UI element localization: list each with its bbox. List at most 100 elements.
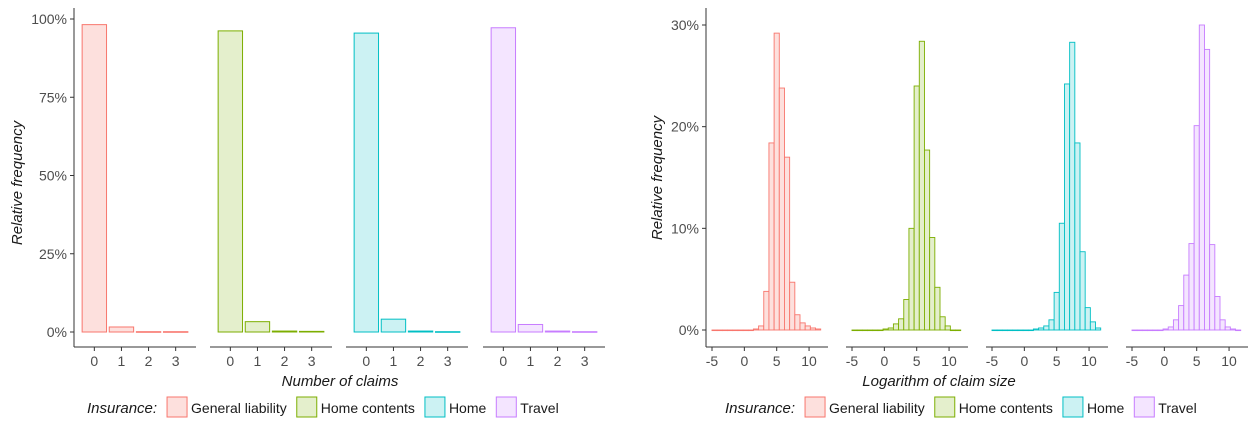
bar xyxy=(353,32,380,333)
histogram-bar xyxy=(789,281,796,331)
legend-swatch xyxy=(804,396,826,418)
histogram-bar xyxy=(815,328,822,331)
histogram-bar xyxy=(1089,321,1096,331)
x-tick-label: -5 xyxy=(1126,353,1139,369)
histogram-bar xyxy=(872,329,879,332)
histogram-bar xyxy=(773,32,780,331)
histogram-bar xyxy=(1095,327,1102,331)
x-tick-label: 10 xyxy=(801,353,817,369)
y-tick-label: 25% xyxy=(39,246,67,262)
histogram-bar xyxy=(924,149,931,331)
histogram-bar xyxy=(1064,83,1071,331)
bar xyxy=(490,27,517,333)
bar xyxy=(571,331,598,333)
histogram-bar xyxy=(1198,24,1205,331)
x-tick-label: 1 xyxy=(390,353,398,369)
x-tick-label: 0 xyxy=(740,353,748,369)
histogram-bar xyxy=(867,329,874,332)
x-tick-label: 3 xyxy=(308,353,316,369)
histogram-bar xyxy=(955,329,962,332)
histogram-bar xyxy=(1022,329,1029,332)
legend-label: Home xyxy=(449,400,487,416)
legend-label: General liability xyxy=(191,400,287,416)
histogram-bar xyxy=(1053,291,1060,331)
histogram-bar xyxy=(1074,142,1081,331)
histogram-bar xyxy=(742,329,749,332)
histogram-bar xyxy=(794,314,801,331)
histogram-bar xyxy=(887,327,894,331)
legend-swatch xyxy=(296,396,318,418)
histogram-bar xyxy=(856,329,863,332)
bar xyxy=(81,24,108,333)
histogram-bar xyxy=(1038,327,1045,331)
y-axis-title: Relative frequency xyxy=(9,119,26,245)
histogram-bar xyxy=(1136,329,1143,332)
x-tick-label: 10 xyxy=(941,353,957,369)
histogram-bar xyxy=(996,329,1003,332)
histogram-bar xyxy=(898,318,905,331)
x-tick-label: 3 xyxy=(444,353,452,369)
legend-label: Home contents xyxy=(321,400,415,416)
x-tick-label: 2 xyxy=(554,353,562,369)
claim-size-chart: 0% 10% 20% 30% Relative frequency -5 0 5 10 -5 0 5 1… xyxy=(649,8,1248,390)
histogram-bar xyxy=(1167,326,1174,331)
y-tick-label: 100% xyxy=(31,11,67,27)
histogram-bar xyxy=(1079,251,1086,331)
histogram-bar xyxy=(804,325,811,331)
x-tick-label: 1 xyxy=(254,353,262,369)
histogram-bar xyxy=(1043,325,1050,331)
y-tick-label: 10% xyxy=(671,220,699,236)
histogram-bar xyxy=(1172,319,1180,331)
histogram-bar xyxy=(1069,41,1076,331)
histogram-bar xyxy=(1235,329,1242,332)
x-tick-label: 0 xyxy=(499,353,507,369)
histogram-bar xyxy=(716,329,723,332)
histogram-bar xyxy=(727,329,734,332)
histogram-bar xyxy=(1183,274,1190,331)
x-tick-label: 0 xyxy=(1020,353,1028,369)
x-tick-label: 0 xyxy=(226,353,234,369)
claims-count-chart: 0% 25% 50% 75% 100% Relative frequency 0 1 2 3 0 1 2… xyxy=(9,8,605,390)
histogram-bar xyxy=(892,323,900,331)
histogram-bar xyxy=(732,329,739,332)
histogram-bar xyxy=(1027,329,1034,332)
histogram-bar xyxy=(1193,125,1200,331)
histogram-bar xyxy=(918,40,925,331)
histogram-bar xyxy=(778,87,785,331)
x-tick-label: 0 xyxy=(362,353,370,369)
bar xyxy=(217,30,244,333)
x-tick-label: 2 xyxy=(281,353,289,369)
histogram-bar xyxy=(882,328,889,331)
legend-label: Travel xyxy=(520,400,558,416)
x-tick-label: 5 xyxy=(1053,353,1061,369)
bar xyxy=(135,331,162,333)
histogram-bar xyxy=(949,329,956,332)
x-tick-label: 10 xyxy=(1081,353,1097,369)
bar xyxy=(380,318,407,333)
histogram-bar xyxy=(908,227,915,331)
histogram-bar xyxy=(1032,328,1040,331)
y-tick-label: 75% xyxy=(39,89,67,105)
histogram-bar xyxy=(1001,329,1008,332)
bar xyxy=(108,326,135,333)
histogram-bar xyxy=(1157,329,1164,332)
x-tick-label: 3 xyxy=(172,353,180,369)
histogram-bar xyxy=(711,329,718,332)
x-tick-label: 0 xyxy=(1160,353,1168,369)
legend-label: Travel xyxy=(1158,400,1196,416)
bar xyxy=(544,330,571,333)
y-tick-label: 0% xyxy=(679,322,699,338)
bar xyxy=(407,330,434,333)
histogram-bar xyxy=(1229,328,1236,331)
x-axis-title: Logarithm of claim size xyxy=(862,373,1015,390)
histogram-bar xyxy=(1017,329,1024,332)
y-tick-label: 30% xyxy=(671,17,699,33)
bar xyxy=(271,330,298,333)
histogram-bar xyxy=(1131,329,1138,332)
legend-title: Insurance: xyxy=(87,400,157,417)
histogram-bar xyxy=(784,156,791,331)
histogram-bar xyxy=(903,299,910,331)
histogram-bar xyxy=(799,322,806,331)
legend-swatch xyxy=(1133,396,1155,418)
x-tick-label: 0 xyxy=(880,353,888,369)
